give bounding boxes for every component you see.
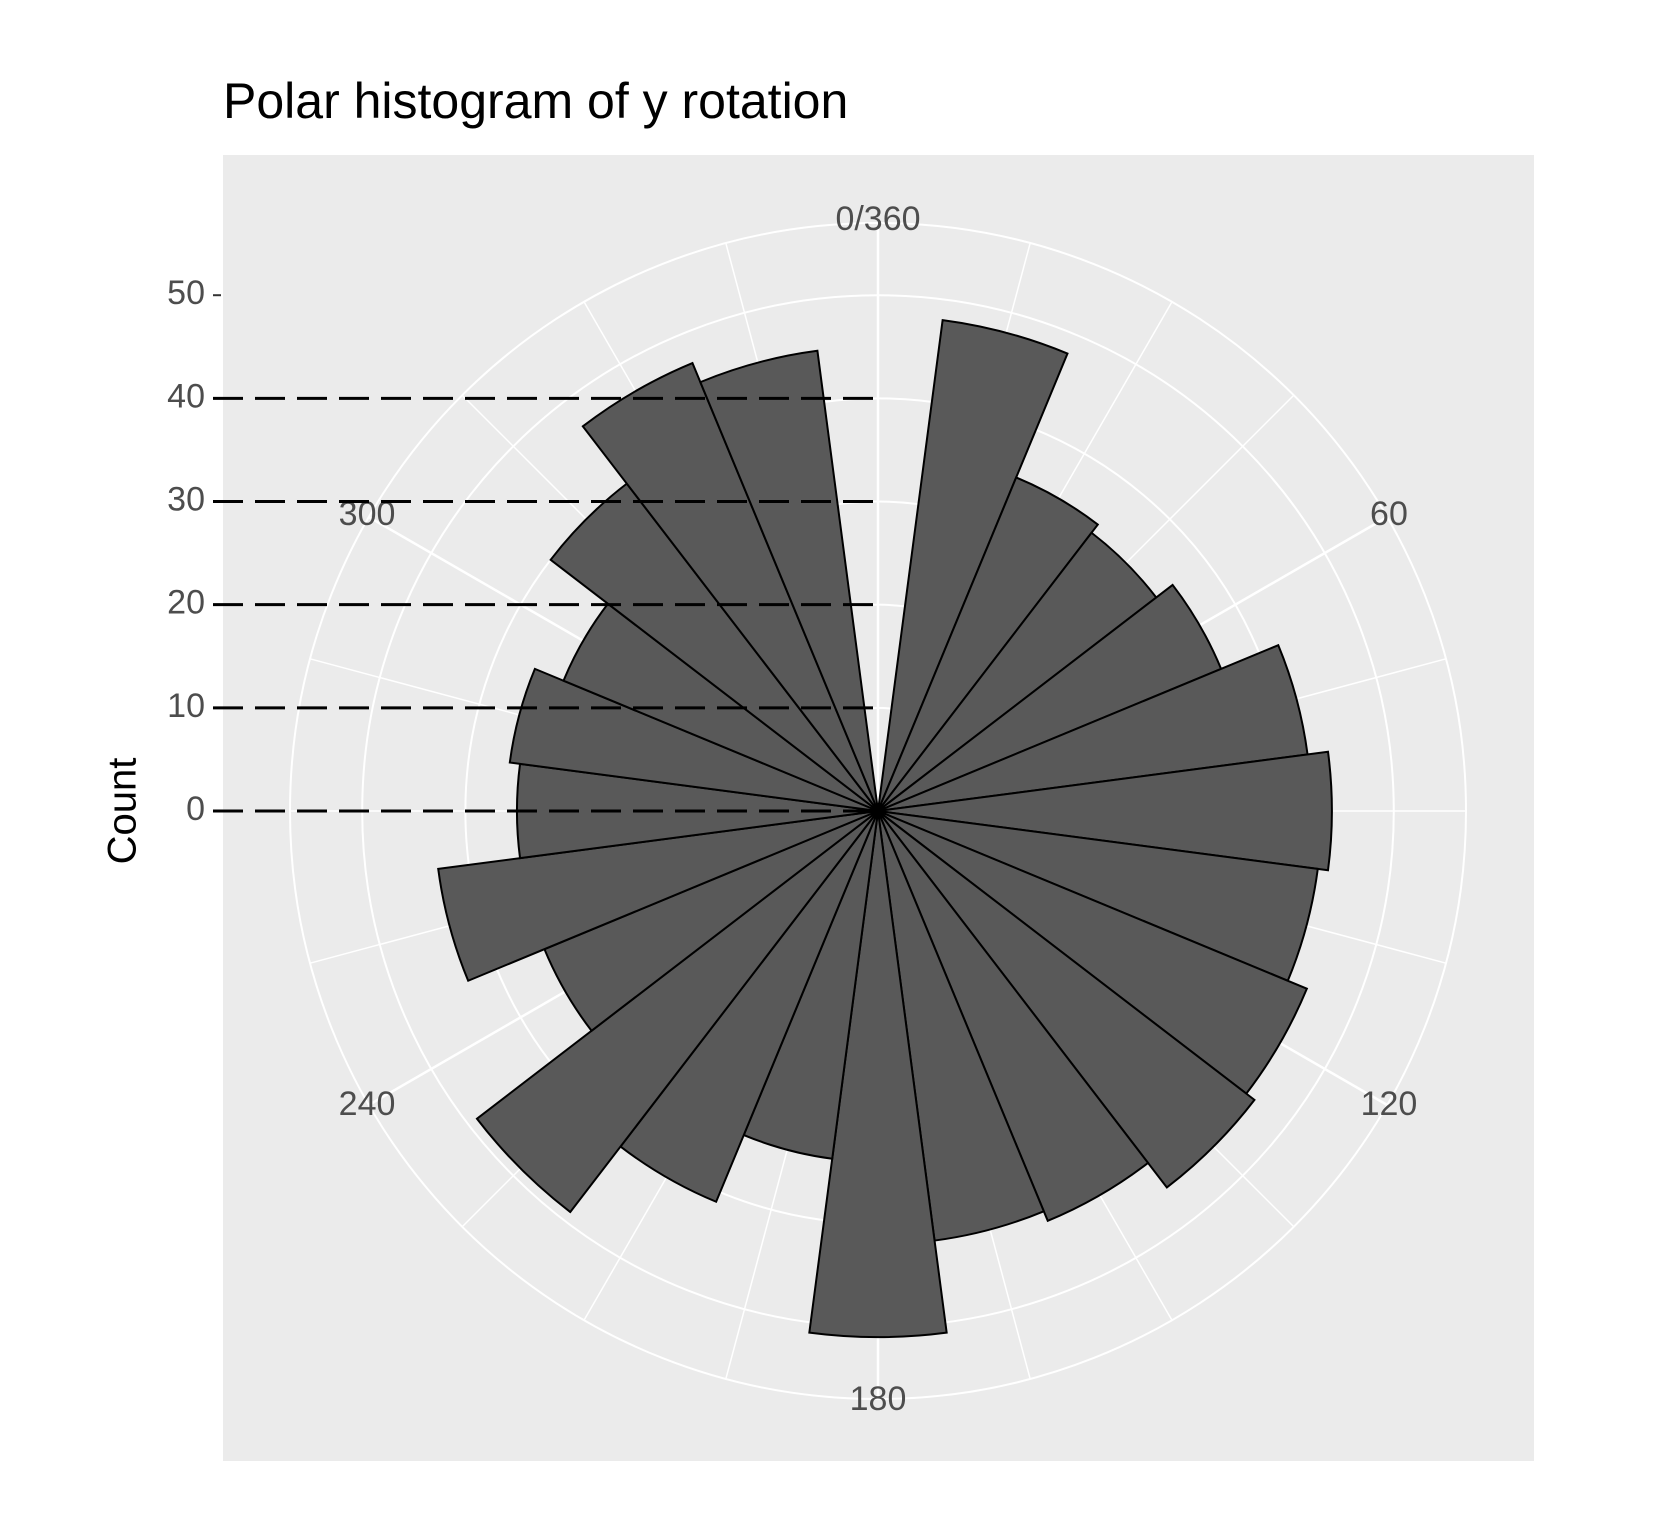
bar [475,810,879,1214]
y-tick-label: 40 [167,377,205,415]
bar [437,810,879,983]
y-tick-label: 0 [186,790,205,828]
x-tick-label: 180 [850,1380,907,1418]
x-tick-label: 120 [1361,1085,1418,1123]
bar [877,476,1100,812]
x-tick-label: 0/360 [835,200,920,238]
bar [581,361,879,812]
y-tick-label: 30 [167,481,205,519]
chart-title: Polar histogram of y rotation [223,73,848,129]
y-tick-label: 10 [167,687,205,725]
y-tick-label: 50 [167,274,205,312]
x-tick-label: 60 [1370,495,1408,533]
bar [508,667,879,812]
bar [877,810,1256,1189]
bar [877,750,1333,872]
y-tick-label: 20 [167,584,205,622]
y-axis-label: Count [101,758,145,865]
bar [699,349,879,812]
bar [877,318,1069,812]
x-tick-label: 240 [339,1085,396,1123]
bar [877,810,1150,1223]
bar [808,810,948,1339]
